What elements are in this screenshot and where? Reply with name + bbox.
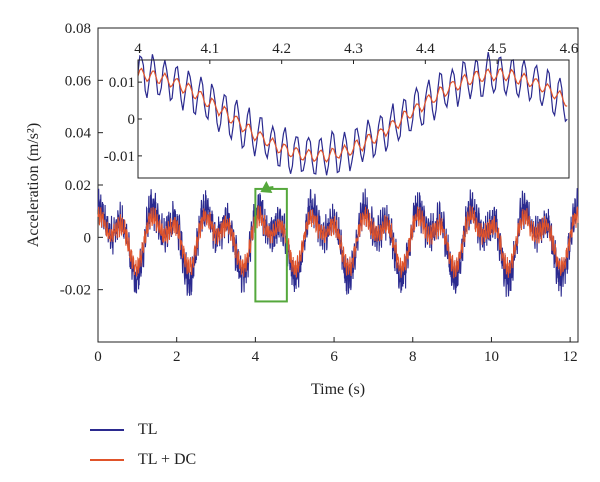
inset-background bbox=[138, 60, 569, 178]
legend: TL TL + DC bbox=[90, 416, 196, 476]
y-tick-label: 0 bbox=[84, 230, 92, 246]
inset-x-tick-label: 4.4 bbox=[416, 41, 435, 57]
inset-series-line-tl-dc bbox=[137, 67, 568, 163]
inset-x-tick-label: 4.1 bbox=[200, 41, 219, 57]
inset-x-tick-label: 4.2 bbox=[272, 41, 291, 57]
main-ticks: 0 2 4 6 8 10 12 -0.02 0 0.02 0.04 0.06 0.08 bbox=[60, 21, 578, 365]
zoom-arrowhead bbox=[260, 181, 273, 193]
inset-y-tick-label: -0.01 bbox=[104, 149, 135, 165]
y-tick-label: 0.02 bbox=[65, 178, 91, 194]
legend-label-tl: TL bbox=[138, 421, 158, 438]
y-tick-label: 0.08 bbox=[65, 21, 91, 37]
inset-x-tick-label: 4.6 bbox=[560, 41, 579, 57]
inset-x-tick-label: 4 bbox=[134, 41, 142, 57]
y-tick-label: 0.06 bbox=[65, 73, 92, 89]
inset-series bbox=[137, 51, 568, 176]
x-tick-label: 4 bbox=[252, 349, 260, 365]
legend-item-tl-dc: TL + DC bbox=[90, 446, 196, 474]
x-tick-label: 8 bbox=[409, 349, 417, 365]
legend-label-tl-dc: TL + DC bbox=[138, 451, 197, 468]
x-tick-label: 6 bbox=[330, 349, 338, 365]
inset-x-tick-label: 4.3 bbox=[344, 41, 363, 57]
x-tick-label: 12 bbox=[563, 349, 578, 365]
inset-ticks: 4 4.1 4.2 4.3 4.4 4.5 4.6 -0.01 0 0.01 bbox=[104, 41, 579, 165]
legend-swatch-tl-dc bbox=[90, 459, 124, 461]
y-tick-label: 0.04 bbox=[65, 126, 92, 142]
legend-item-tl: TL bbox=[90, 416, 196, 444]
legend-swatch-tl bbox=[90, 429, 124, 431]
x-tick-label: 2 bbox=[173, 349, 181, 365]
inset-y-tick-label: 0 bbox=[128, 112, 136, 128]
x-tick-label: 10 bbox=[484, 349, 499, 365]
series-line-tl bbox=[97, 188, 579, 297]
main-series bbox=[97, 188, 579, 297]
x-tick-label: 0 bbox=[94, 349, 102, 365]
y-tick-label: -0.02 bbox=[60, 283, 91, 299]
y-axis-label: Acceleration (m/s²) bbox=[25, 123, 42, 247]
series-line-tl-dc bbox=[97, 205, 579, 279]
highlight-box bbox=[254, 187, 288, 303]
inset-y-tick-label: 0.01 bbox=[109, 75, 135, 91]
x-axis-label: Time (s) bbox=[311, 381, 365, 398]
inset-x-tick-label: 4.5 bbox=[488, 41, 507, 57]
